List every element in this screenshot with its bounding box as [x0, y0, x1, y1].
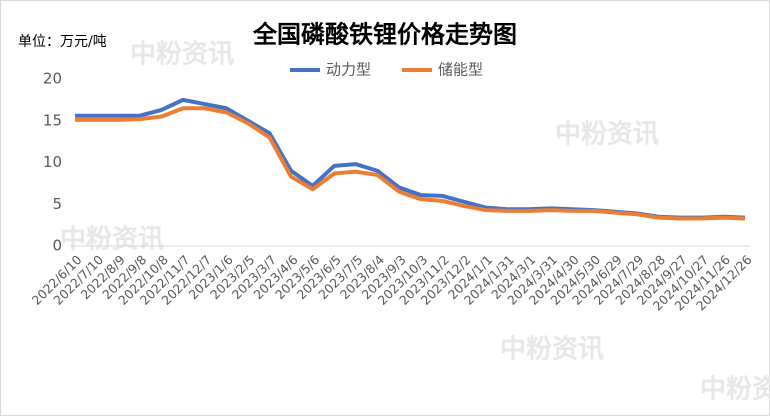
watermark: 中粉资讯 [60, 225, 164, 255]
y-tick-label: 20 [43, 70, 62, 88]
watermark: 中粉资讯 [700, 375, 770, 405]
legend-label: 动力型 [326, 61, 371, 79]
series-line [75, 106, 746, 221]
y-tick-label: 5 [52, 195, 62, 213]
legend-label: 储能型 [438, 61, 483, 79]
watermark: 中粉资讯 [130, 40, 234, 70]
y-tick-label: 10 [43, 153, 62, 171]
watermark: 中粉资讯 [500, 335, 604, 365]
unit-label: 单位：万元/吨 [18, 34, 107, 50]
chart-title: 全国磷酸铁锂价格走势图 [252, 20, 517, 49]
y-tick-label: 15 [43, 111, 62, 129]
watermark: 中粉资讯 [555, 120, 659, 150]
y-tick-label: 0 [52, 237, 62, 255]
